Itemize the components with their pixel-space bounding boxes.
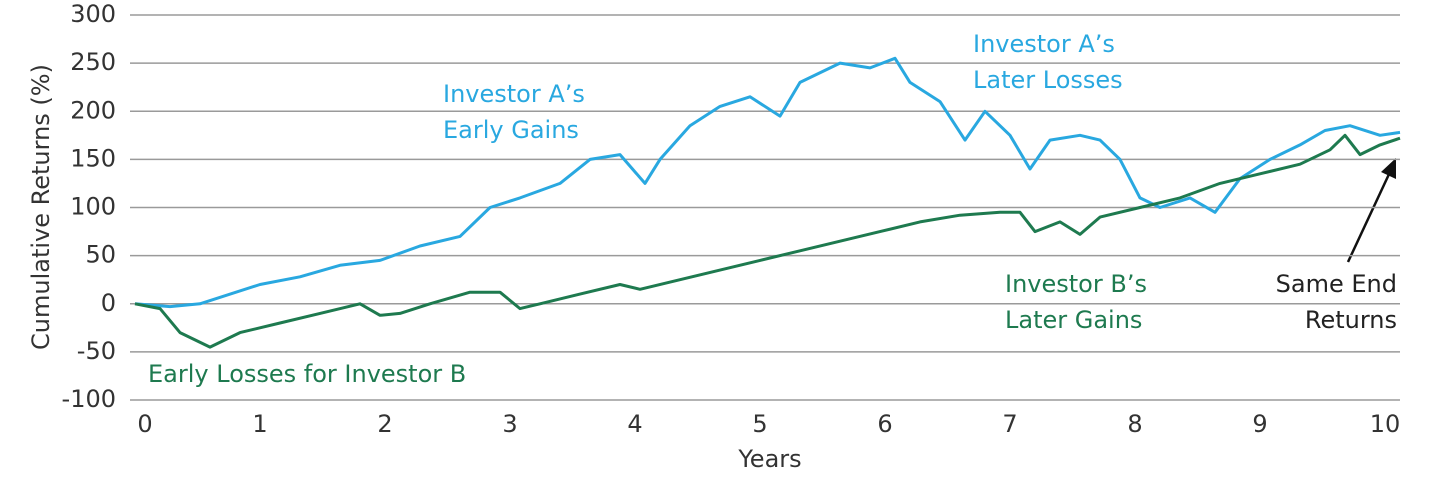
y-tick-label: 0: [101, 289, 116, 317]
x-tick-label: 6: [877, 410, 892, 438]
annotation: Early Losses for Investor B: [148, 360, 466, 388]
x-tick-label: 0: [137, 410, 152, 438]
y-tick-label: -100: [62, 385, 116, 413]
y-tick-label: 200: [70, 96, 116, 124]
x-tick-label: 2: [377, 410, 392, 438]
annotation: Early Gains: [443, 116, 579, 144]
arrowhead: [1381, 158, 1396, 179]
line-series: [134, 133, 1401, 349]
line-series: [134, 56, 1401, 309]
y-tick-label: 300: [70, 0, 116, 28]
y-axis-title: Cumulative Returns (%): [27, 64, 55, 350]
x-tick-label: 10: [1370, 410, 1401, 438]
y-tick-label: 150: [70, 144, 116, 172]
x-tick-label: 8: [1127, 410, 1142, 438]
y-tick-label: 50: [85, 241, 116, 269]
y-tick-label: -50: [77, 337, 116, 365]
annotation: Investor A’s: [443, 80, 585, 108]
annotation: Same End: [1276, 270, 1397, 298]
annotation: Later Gains: [1005, 306, 1142, 334]
x-tick-label: 9: [1252, 410, 1267, 438]
annotation: Later Losses: [973, 66, 1123, 94]
y-tick-label: 100: [70, 193, 116, 221]
x-tick-label: 1: [252, 410, 267, 438]
x-tick-label: 4: [627, 410, 642, 438]
x-tick-label: 3: [502, 410, 517, 438]
annotation: Investor A’s: [973, 30, 1115, 58]
x-tick-label: 5: [752, 410, 767, 438]
arrow: [1346, 171, 1392, 263]
annotation: Returns: [1305, 306, 1397, 334]
plot: -100 -50 0 50 100 150 200 250 300 0 1 2 3 4 5 6 7 8 9 10 Inv…: [62, 0, 1401, 438]
annotation: Investor B’s: [1005, 270, 1147, 298]
y-tick-label: 250: [70, 48, 116, 76]
x-axis-title: Years: [737, 445, 801, 473]
x-tick-label: 7: [1002, 410, 1017, 438]
